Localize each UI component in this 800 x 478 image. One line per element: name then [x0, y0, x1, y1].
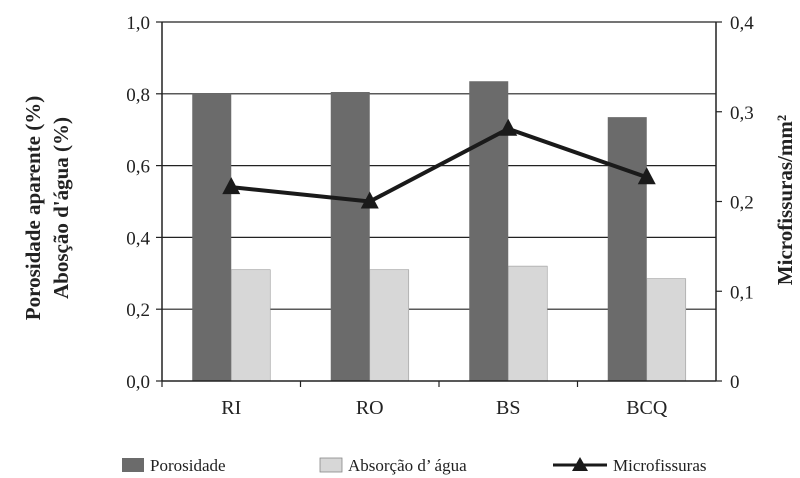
y-left-tick-label: 0,4: [126, 228, 150, 249]
legend-swatch-absorcao: [319, 457, 343, 473]
y-left-tick-label: 0,6: [126, 157, 150, 178]
y-left-tick-label: 0,8: [126, 85, 150, 106]
tick-labels: 0,0 0,2 0,4 0,6 0,8 1,0 0 0,1 0,2 0,3 0,4 RI RO BS BCQ: [126, 13, 754, 419]
y-right-tick-label: 0,4: [730, 13, 754, 34]
legend-label-absorcao: Absorção d’ água: [348, 456, 467, 475]
y-axis-left-title-line2: Abosção d'água (%): [49, 117, 73, 299]
y-right-tick-label: 0,1: [730, 282, 754, 303]
bar-absorcao-ro: [369, 269, 410, 382]
y-axis-left-title-line1: Porosidade aparente (%): [21, 96, 45, 320]
y-right-tick-label: 0: [730, 372, 740, 393]
bar-absorcao-bcq: [646, 278, 687, 382]
y-axis-right-title: Microfissuras/mm²: [773, 115, 797, 285]
x-category-label: BCQ: [626, 397, 668, 419]
y-left-tick-label: 0,2: [126, 300, 150, 321]
microfissuras-marker-ri: [222, 177, 241, 195]
microfissuras-line: [222, 118, 656, 209]
bar-absorcao-bs: [507, 265, 548, 382]
microfissuras-marker-ro: [360, 191, 379, 209]
legend-label-porosidade: Porosidade: [150, 456, 226, 475]
y-left-tick-label: 0,0: [126, 372, 150, 393]
x-category-label: RI: [221, 397, 241, 419]
bar-absorcao-ri: [230, 269, 271, 382]
bars: [192, 81, 687, 382]
microfissuras-marker-bcq: [637, 167, 656, 185]
bar-porosidade-bcq: [607, 117, 647, 381]
bar-porosidade-bs: [469, 81, 509, 382]
legend-marker-microfissuras: [572, 457, 588, 471]
legend-label-microfissuras: Microfissuras: [613, 456, 706, 475]
microfissuras-polyline: [231, 126, 648, 204]
y-right-tick-label: 0,3: [730, 103, 754, 124]
microfissuras-marker-bs: [499, 118, 518, 136]
axes: [156, 21, 722, 387]
y-right-tick-label: 0,2: [730, 193, 754, 214]
legend: Porosidade Absorção d’ água Microfissura…: [122, 456, 706, 475]
bar-porosidade-ri: [192, 93, 232, 382]
bar-porosidade-ro: [330, 92, 370, 381]
y-left-tick-label: 1,0: [126, 13, 150, 34]
x-category-label: RO: [356, 397, 384, 419]
x-category-label: BS: [496, 397, 520, 419]
legend-swatch-porosidade: [122, 458, 144, 472]
